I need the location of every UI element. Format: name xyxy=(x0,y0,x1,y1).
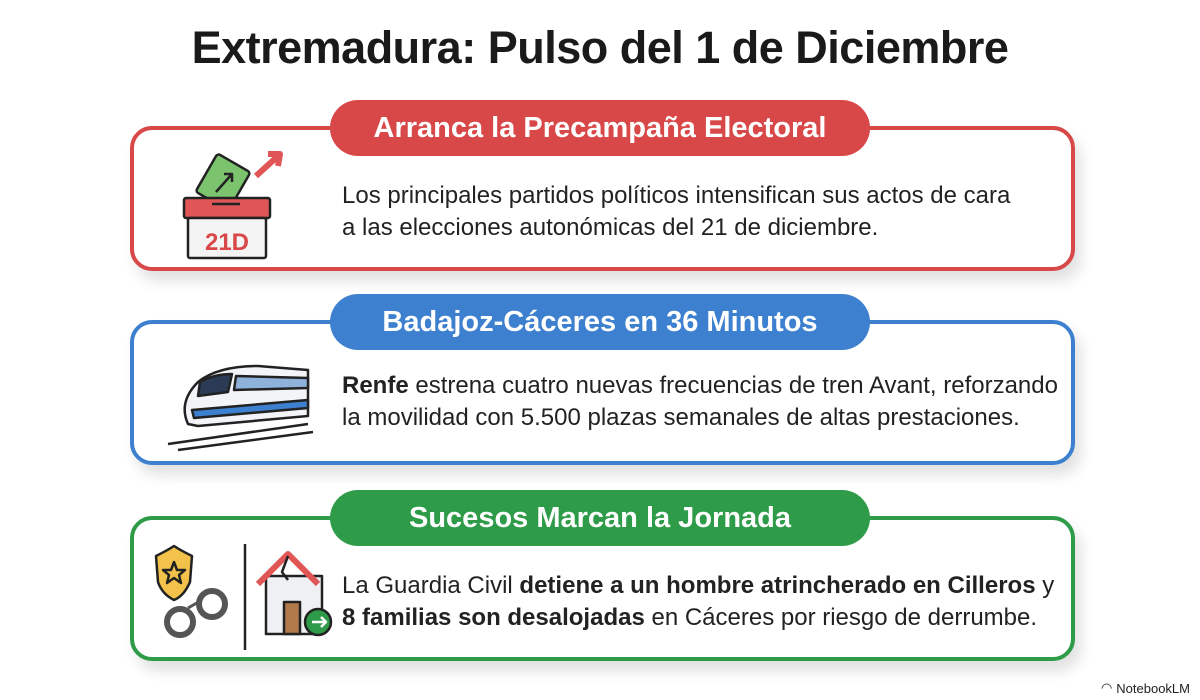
text-segment: estrena cuatro nuevas frecuencias de tre… xyxy=(408,372,1058,399)
card-text: Renfe estrena cuatro nuevas frecuencias … xyxy=(342,370,1058,434)
text-segment: Los principales partidos políticos inten… xyxy=(342,182,1011,209)
badge-21d: 21D xyxy=(205,229,249,256)
text-segment: en Cáceres por riesgo de derrumbe. xyxy=(644,604,1038,631)
text-segment: La Guardia Civil xyxy=(342,572,520,599)
text-segment: la movilidad con 5.500 plazas semanales … xyxy=(342,404,1020,431)
card-heading-train: Badajoz-Cáceres en 36 Minutos xyxy=(330,294,870,350)
text-line: Renfe estrena cuatro nuevas frecuencias … xyxy=(342,370,1058,402)
ballot-box-icon: 21D xyxy=(182,151,283,260)
page-title: Extremadura: Pulso del 1 de Diciembre xyxy=(191,22,1009,73)
damaged-house-evacuation-icon xyxy=(255,551,333,637)
bold-text: 8 familias son desalojadas xyxy=(342,604,645,631)
text-line: La Guardia Civil detiene a un hombre atr… xyxy=(342,570,1054,602)
police-badge-handcuffs-icon xyxy=(154,544,333,650)
notebooklm-icon: ◠ xyxy=(1100,680,1113,695)
text-line: Los principales partidos políticos inten… xyxy=(342,180,1010,212)
card-heading-events: Sucesos Marcan la Jornada xyxy=(330,490,870,546)
bold-text: Renfe xyxy=(342,372,409,399)
text-line: la movilidad con 5.500 plazas semanales … xyxy=(342,402,1058,434)
notebooklm-logo: ◠ NotebookLM xyxy=(1100,680,1190,696)
text-segment: y xyxy=(1035,572,1055,599)
text-line: a las elecciones autonómicas del 21 de d… xyxy=(342,212,1010,244)
card-heading-election: Arranca la Precampaña Electoral xyxy=(330,100,870,156)
card-text: La Guardia Civil detiene a un hombre atr… xyxy=(342,570,1054,634)
train-icon xyxy=(167,364,314,452)
text-segment: a las elecciones autonómicas del 21 de d… xyxy=(342,214,879,241)
text-line: 8 familias son desalojadas en Cáceres po… xyxy=(342,602,1054,634)
card-text: Los principales partidos políticos inten… xyxy=(342,180,1010,244)
bold-text: detiene a un hombre atrincherado en Cill… xyxy=(519,572,1036,599)
